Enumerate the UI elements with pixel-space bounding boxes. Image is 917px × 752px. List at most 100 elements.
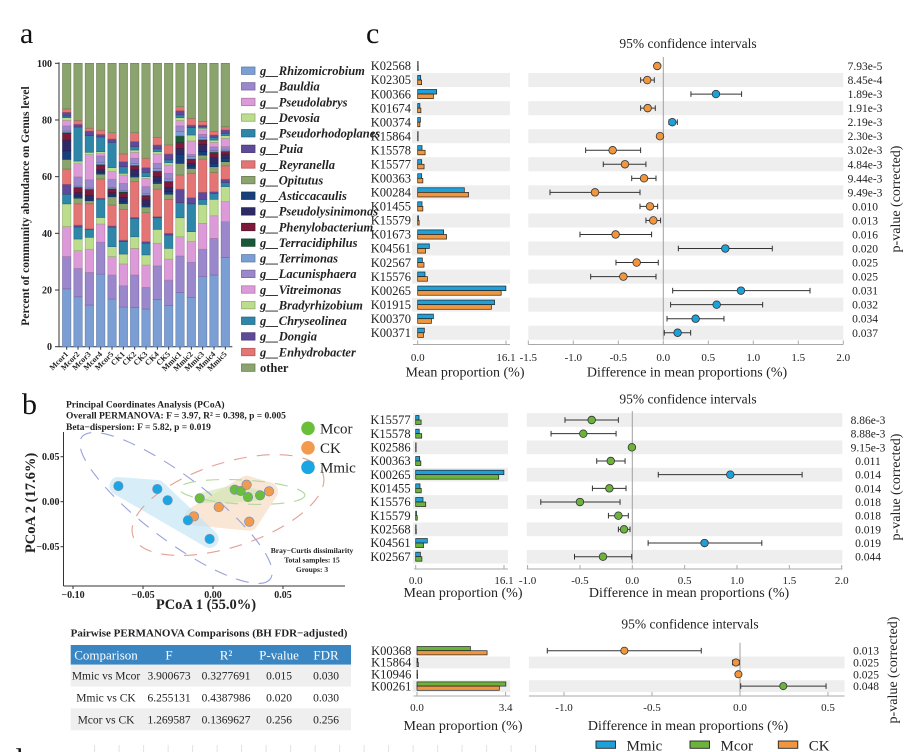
bar-segment-g-devosia-mcor4	[96, 217, 106, 225]
bar-segment-g-vitreimonas-mcor4	[96, 153, 106, 157]
row-stripe-right	[528, 73, 844, 88]
difference-point	[619, 272, 628, 281]
bar-segment-g-pseudorhodoplanes-ck2	[130, 218, 140, 238]
bar-segment-g-dongia-mcor4	[96, 134, 106, 138]
bar-segment-g-bauldia-ck1	[118, 285, 128, 308]
legend-item-mcor: Mcor	[301, 421, 353, 437]
feature-row-k01673: K01673 0.016	[371, 228, 878, 242]
pcoa-title: Principal Coordinates Analysis (PCoA)	[66, 400, 225, 411]
bar-segment-g-dongia-ck2	[130, 141, 140, 147]
row-stripe-right	[526, 413, 843, 427]
row-stripe-right	[528, 213, 844, 228]
table-row-background	[70, 686, 351, 709]
bar-segment-g-reyranella-ck2	[130, 181, 140, 218]
point-mmic-2	[152, 483, 163, 495]
panel-d-partial	[94, 745, 537, 752]
feature-row-k00363: K00363 9.44e-3	[371, 172, 883, 186]
bar-segment-g-chryseolinea-mcor5	[107, 142, 117, 168]
bar-segment-g-phenylobacterium-mmic5	[220, 151, 230, 155]
feature-row-k15579: K15579 0.013	[371, 214, 878, 228]
difference-point	[655, 131, 665, 141]
row-stripe-right	[526, 440, 843, 455]
bar-segment-g-rhizomicrobium-mmic1	[175, 292, 185, 347]
mean-bar-ck	[417, 79, 422, 85]
mean-bar-mcor	[415, 515, 418, 521]
bar-segment-g-lacunisphaera-mcor2	[73, 176, 83, 187]
bar-segment-other-ck1	[118, 62, 128, 155]
bar-segment-g-chryseolinea-ck1	[118, 166, 128, 174]
bar-segment-g-phenylobacterium-mmic2	[186, 159, 196, 164]
legend-swatch	[241, 269, 256, 278]
pcoa-permanova-stats: Overall PERMANOVA: F = 3.97, R² = 0.398,…	[66, 412, 286, 422]
difference-axis-title: Difference in mean proportions (%)	[588, 719, 789, 734]
table-cell: 0.1369627	[202, 714, 251, 726]
bar-segment-g-reyranella-mcor5	[107, 204, 117, 227]
mean-bar-mcor	[416, 657, 419, 663]
bar-segment-g-terracidiphilus-mmic1	[175, 135, 185, 143]
difference-point	[731, 658, 740, 667]
legend-item: g__Phenylobacterium	[241, 220, 373, 234]
difference-point	[736, 286, 746, 295]
bar-segment-g-lacunisphaera-ck1	[118, 183, 128, 191]
p-value: 0.044	[855, 552, 881, 564]
bar-segment-g-dongia-mmic2	[186, 124, 196, 128]
legend-label: g__Puia	[259, 142, 303, 156]
p-value: 1.91e-3	[848, 103, 883, 115]
row-stripe-left	[412, 656, 511, 669]
bar-segment-g-reyranella-mmic1	[175, 174, 185, 190]
feature-row-k02586: K02586 9.15e-3	[370, 441, 885, 455]
mean-proportion-axis-title: Mean proportion (%)	[404, 586, 523, 601]
pcoa-scatter-plot: Principal Coordinates Analysis (PCoA) Ov…	[23, 400, 356, 614]
p-value: 0.018	[855, 511, 881, 523]
p-value: 3.02e-3	[848, 145, 883, 157]
p-value: 8.45e-4	[848, 75, 883, 87]
legend-item: g__Reyranella	[241, 158, 335, 172]
y-axis-title: Percent of community abundance on Genus …	[20, 86, 32, 325]
y-tick-label: 20	[42, 286, 52, 297]
annotation-dissimilarity: Bray−Curtis dissimilarity	[271, 546, 354, 555]
mean-bar-ck	[417, 262, 425, 268]
bar-segment-g-chryseolinea-mcor3	[84, 135, 94, 153]
bar-segment-g-bauldia-mmic1	[175, 255, 185, 293]
x-axis-title: PCoA 1 (55.0%)	[156, 597, 256, 613]
legend-label: Mmic	[320, 460, 356, 476]
bar-segment-g-dongia-mcor1	[62, 112, 72, 117]
bar-segment-other-ck3	[141, 62, 151, 159]
bar-segment-g-reyranella-ck1	[118, 208, 128, 241]
mean-bar-ck	[417, 192, 469, 198]
table-cell: 0.030	[313, 693, 339, 705]
difference-point	[632, 258, 641, 267]
legend-item-ck: CK	[301, 441, 341, 457]
bar-segment-g-puia-mmic5	[220, 178, 230, 183]
row-stripe-right	[528, 269, 844, 284]
p-value: 2.30e-3	[848, 131, 883, 143]
mean-proportion-tick-label: 3.4	[499, 702, 513, 714]
p-value-axis-title: p-value (corrected)	[886, 616, 901, 723]
mean-bar-ck	[417, 332, 424, 338]
row-stripe-right	[528, 656, 845, 669]
row-stripe-left	[412, 325, 510, 340]
feature-row-k01455: K01455 0.014	[370, 482, 881, 496]
column-header-r: R²	[220, 648, 233, 663]
annotation-groups: Groups: 3	[296, 565, 328, 574]
bar-segment-g-lacunisphaera-mmic3	[198, 134, 208, 138]
feature-row-k01674: K01674 1.91e-3	[371, 101, 883, 115]
bar-segment-g-phenylobacterium-mcor1	[62, 132, 72, 141]
p-value: 0.019	[855, 538, 881, 550]
feature-row-k00374: K00374 2.19e-3	[371, 115, 883, 129]
bar-segment-g-terrimonas-mmic1	[175, 131, 185, 137]
p-value: 0.034	[852, 314, 878, 326]
legend-item: g__Opitutus	[241, 173, 323, 187]
bar-segment-g-asticcacaulis-mmic4	[209, 163, 219, 168]
bar-segment-g-phenylobacterium-mmic1	[175, 142, 185, 149]
p-value: 0.020	[852, 244, 878, 256]
legend-label: CK	[809, 739, 830, 752]
legend-label: g__Reyranella	[259, 158, 335, 172]
mean-bar-mcor	[415, 556, 423, 562]
bar-segment-g-reyranella-mcor4	[96, 178, 106, 199]
point-mcor-1	[194, 493, 205, 504]
bar-segment-g-enhydrobacter-mcor3	[84, 127, 94, 132]
feature-label: K15864	[371, 129, 412, 143]
